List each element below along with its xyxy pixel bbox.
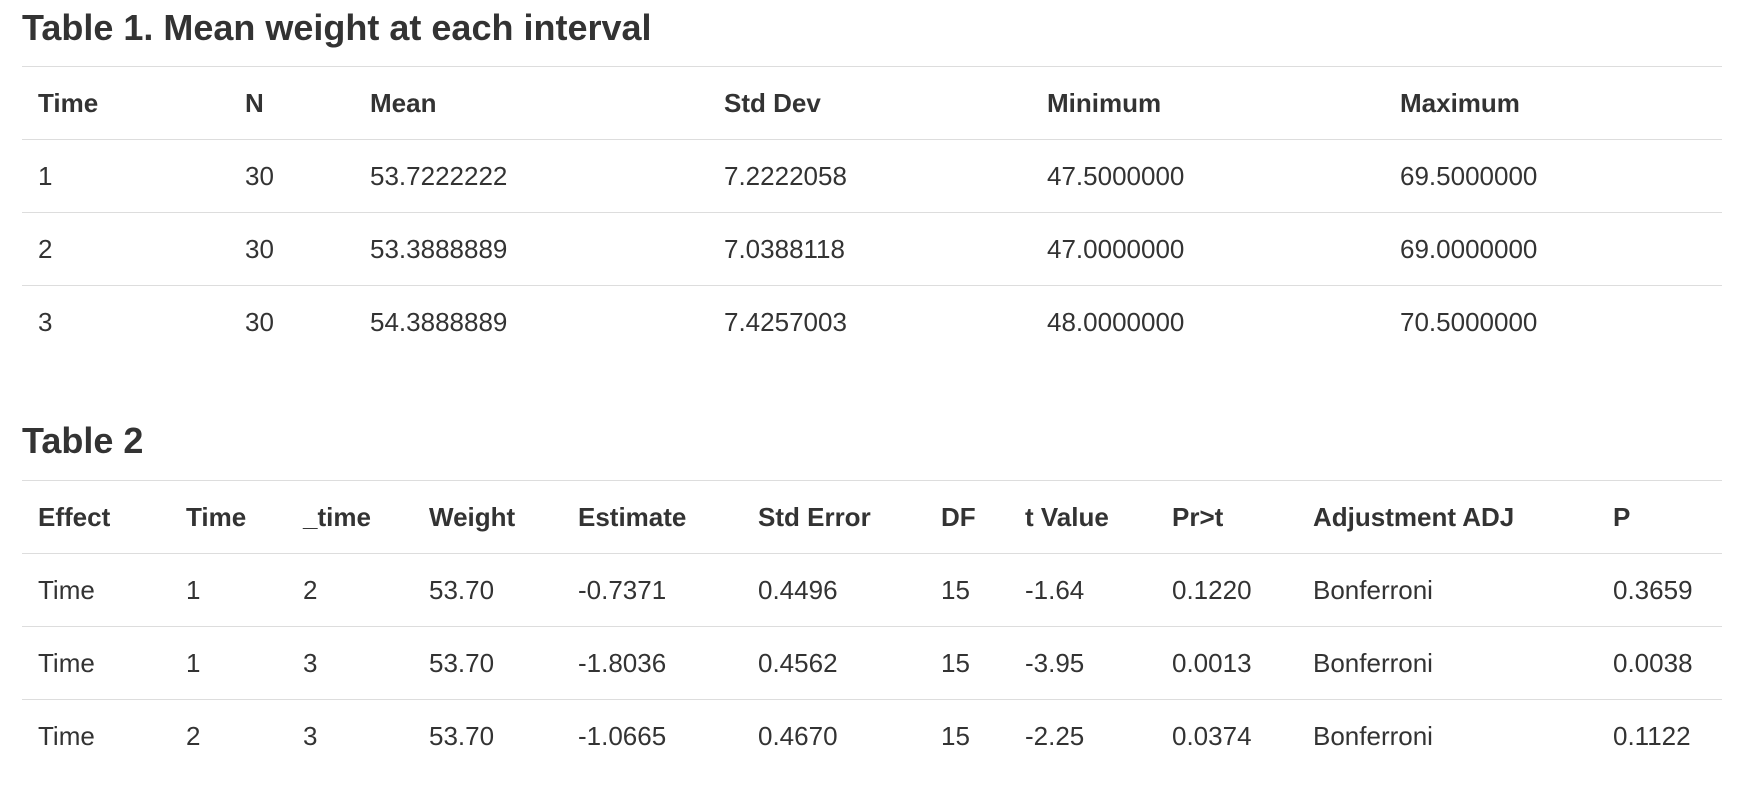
header-row: Time N Mean Std Dev Minimum Maximum	[22, 66, 1722, 140]
table-cell: Bonferroni	[1297, 699, 1597, 773]
header-cell: Minimum	[1031, 66, 1384, 140]
table: Time N Mean Std Dev Minimum Maximum 1 30 53.7222…	[22, 66, 1722, 359]
table-cell: 1	[170, 626, 287, 700]
table-cell: 1	[170, 553, 287, 627]
table-cell: 7.0388118	[708, 212, 1031, 286]
table-cell: 7.4257003	[708, 285, 1031, 359]
table-cell: Time	[22, 699, 170, 773]
table-cell: 15	[925, 699, 1009, 773]
table-cell: 30	[229, 139, 354, 213]
table-cell: 0.1122	[1597, 699, 1722, 773]
table-cell: 53.70	[413, 699, 562, 773]
table-cell: 15	[925, 553, 1009, 627]
header-cell: Pr>t	[1156, 480, 1297, 554]
table-cell: 2	[287, 553, 413, 627]
table-cell: 3	[287, 626, 413, 700]
table-title: Table 1. Mean weight at each interval	[22, 7, 652, 48]
table-body: Time 1 2 53.70 -0.7371 0.4496 15 -1.64 0.1220 Bon…	[22, 553, 1722, 773]
table-cell: 15	[925, 626, 1009, 700]
table-row: 3 30 54.3888889 7.4257003 48.0000000 70.50000…	[22, 285, 1722, 359]
table-cell: 3	[287, 699, 413, 773]
header-cell: N	[229, 66, 354, 140]
table-cell: 48.0000000	[1031, 285, 1384, 359]
table-body: 1 30 53.7222222 7.2222058 47.5000000 69.50000…	[22, 139, 1722, 359]
header-row: Effect Time _time Weight Estimate Std Error DF…	[22, 480, 1722, 554]
table-cell: 3	[22, 285, 229, 359]
table-cell: 69.0000000	[1384, 212, 1722, 286]
table-cell: -3.95	[1009, 626, 1156, 700]
table-title: Table 2	[22, 420, 144, 461]
table-cell: -0.7371	[562, 553, 742, 627]
table-cell: 53.3888889	[354, 212, 708, 286]
table-cell: 47.5000000	[1031, 139, 1384, 213]
table-cell: 54.3888889	[354, 285, 708, 359]
header-cell: Std Error	[742, 480, 925, 554]
table-cell: 69.5000000	[1384, 139, 1722, 213]
table-row: Time 1 2 53.70 -0.7371 0.4496 15 -1.64 0.1220 Bon…	[22, 553, 1722, 627]
table-row: 2 30 53.3888889 7.0388118 47.0000000 69.00000…	[22, 212, 1722, 286]
table-header: Effect Time _time Weight Estimate Std Error DF…	[22, 480, 1722, 554]
table-cell: Bonferroni	[1297, 553, 1597, 627]
table-cell: 0.0013	[1156, 626, 1297, 700]
table: Effect Time _time Weight Estimate Std Error DF…	[22, 480, 1722, 773]
header-cell: P	[1597, 480, 1722, 554]
table-cell: 30	[229, 285, 354, 359]
header-cell: Weight	[413, 480, 562, 554]
table-row: Time 2 3 53.70 -1.0665 0.4670 15 -2.25 0.0374 Bon…	[22, 699, 1722, 773]
header-cell: Time	[170, 480, 287, 554]
table-cell: 0.0038	[1597, 626, 1722, 700]
header-cell: Time	[22, 66, 229, 140]
header-cell: Adjustment ADJ	[1297, 480, 1597, 554]
table-cell: 2	[22, 212, 229, 286]
table-cell: -1.64	[1009, 553, 1156, 627]
table-cell: 7.2222058	[708, 139, 1031, 213]
table-cell: 47.0000000	[1031, 212, 1384, 286]
table-row: Time 1 3 53.70 -1.8036 0.4562 15 -3.95 0.0013 Bon…	[22, 626, 1722, 700]
table-cell: Bonferroni	[1297, 626, 1597, 700]
header-cell: Mean	[354, 66, 708, 140]
table-header: Time N Mean Std Dev Minimum Maximum	[22, 66, 1722, 140]
header-cell: _time	[287, 480, 413, 554]
table-cell: 53.7222222	[354, 139, 708, 213]
table-cell: 0.4670	[742, 699, 925, 773]
header-cell: Effect	[22, 480, 170, 554]
table-cell: -2.25	[1009, 699, 1156, 773]
header-cell: Std Dev	[708, 66, 1031, 140]
header-cell: t Value	[1009, 480, 1156, 554]
table-cell: 0.3659	[1597, 553, 1722, 627]
table-cell: 0.4562	[742, 626, 925, 700]
table-cell: 2	[170, 699, 287, 773]
header-cell: DF	[925, 480, 1009, 554]
table-cell: 53.70	[413, 553, 562, 627]
header-cell: Maximum	[1384, 66, 1722, 140]
table-cell: 0.1220	[1156, 553, 1297, 627]
table-cell: 70.5000000	[1384, 285, 1722, 359]
header-cell: Estimate	[562, 480, 742, 554]
table-cell: 0.0374	[1156, 699, 1297, 773]
table-cell: 30	[229, 212, 354, 286]
table-cell: Time	[22, 626, 170, 700]
table-cell: Time	[22, 553, 170, 627]
table-cell: 53.70	[413, 626, 562, 700]
table-row: 1 30 53.7222222 7.2222058 47.5000000 69.50000…	[22, 139, 1722, 213]
table-cell: -1.8036	[562, 626, 742, 700]
table-cell: -1.0665	[562, 699, 742, 773]
table-cell: 0.4496	[742, 553, 925, 627]
table-cell: 1	[22, 139, 229, 213]
